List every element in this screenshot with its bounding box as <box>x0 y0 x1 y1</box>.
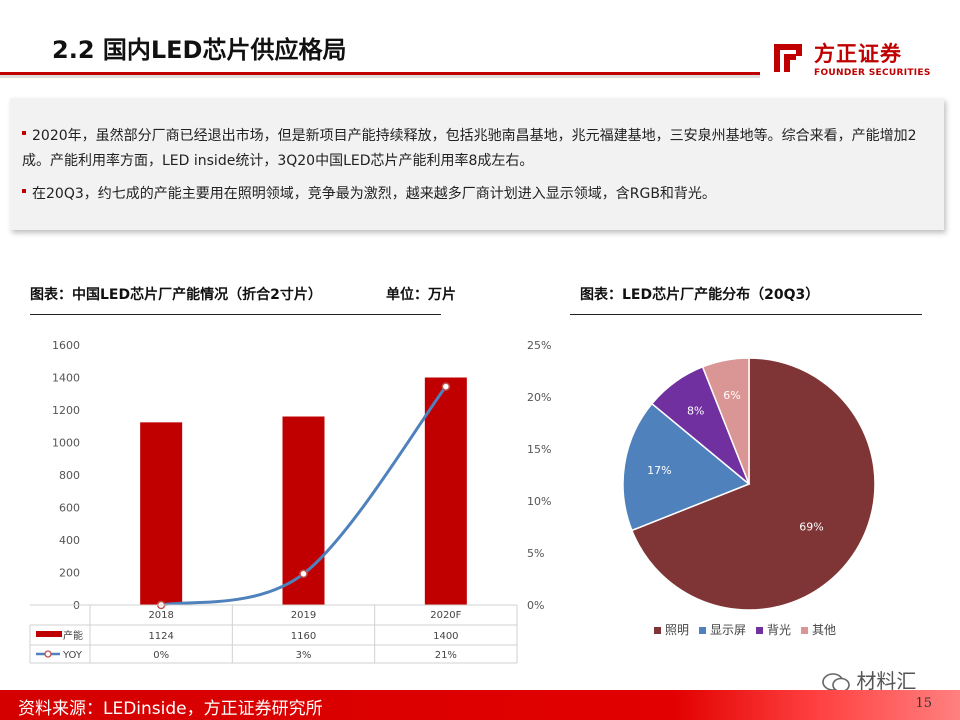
pie-slice <box>701 357 750 485</box>
source-bar: 资料来源：LEDinside，方正证券研究所 15 <box>0 690 960 720</box>
title-divider <box>0 72 760 78</box>
right-axis-tick-label: 0% <box>527 599 544 612</box>
bullet-square-icon <box>22 189 26 193</box>
right-axis-tick-label: 25% <box>527 339 551 352</box>
legend-swatch <box>756 627 764 634</box>
yoy-point <box>441 382 451 391</box>
legend-label: 其他 <box>812 623 836 637</box>
left-axis-tick-label: 600 <box>59 502 80 515</box>
right-axis-tick-label: 20% <box>527 391 551 404</box>
yoy-legend-marker <box>44 650 52 658</box>
brand-name-cn: 方正证券 <box>814 42 902 66</box>
summary-box: 2020年，虽然部分厂商已经退出市场，但是新项目产能持续释放，包括兆驰南昌基地，… <box>10 98 944 230</box>
table-value-capacity: 1160 <box>291 631 316 642</box>
capacity-legend-label: 产能 <box>63 629 83 642</box>
page-title: 2.2 国内LED芯片供应格局 <box>52 36 347 64</box>
summary-bullet-2: 在20Q3，约七成的产能主要用在照明领域，竞争最为激烈，越来越多厂商计划进入显示… <box>22 182 927 207</box>
capacity-combo-chart: 02004006008001000120014001600 0%5%10%15%… <box>29 339 551 664</box>
capacity-legend-key <box>36 631 62 637</box>
page-number: 15 <box>915 696 932 711</box>
right-axis-tick-label: 10% <box>527 495 551 508</box>
yoy-legend-label: YOY <box>62 650 83 661</box>
left-axis-tick-label: 1000 <box>52 437 80 450</box>
left-axis-tick-label: 1400 <box>52 372 80 385</box>
table-value-capacity: 1400 <box>433 631 458 642</box>
table-value-yoy: 0% <box>153 650 169 661</box>
pie-slice-label: 17% <box>647 464 671 477</box>
category-label: 2019 <box>291 610 316 621</box>
table-value-capacity: 1124 <box>148 631 173 642</box>
legend-swatch <box>699 627 707 634</box>
left-axis-tick-label: 400 <box>59 534 80 547</box>
right-axis-tick-label: 5% <box>527 547 544 560</box>
category-label: 2020F <box>430 610 461 621</box>
right-axis-tick-label: 15% <box>527 443 551 456</box>
summary-bullet-1: 2020年，虽然部分厂商已经退出市场，但是新项目产能持续释放，包括兆驰南昌基地，… <box>22 124 927 174</box>
left-axis-tick-label: 200 <box>59 567 80 580</box>
pie-slice <box>622 402 751 532</box>
capacity-distribution-pie: 69% 17% 8% 6% 照明 显示屏 背光 其他 <box>622 357 876 637</box>
pie-slice <box>630 357 876 611</box>
pie-chart-caption: 图表：LED芯片厂产能分布（20Q3） <box>580 287 820 303</box>
legend-label: 背光 <box>767 623 791 637</box>
left-axis-tick-label: 1200 <box>52 404 80 417</box>
category-label: 2018 <box>148 610 173 621</box>
legend-swatch <box>801 627 809 634</box>
left-axis-tick-label: 800 <box>59 469 80 482</box>
table-value-yoy: 3% <box>296 650 312 661</box>
left-axis-tick-label: 1600 <box>52 339 80 352</box>
summary-text-1: 2020年，虽然部分厂商已经退出市场，但是新项目产能持续释放，包括兆驰南昌基地，… <box>22 128 917 169</box>
pie-slice-label: 6% <box>723 389 740 402</box>
legend-label: 照明 <box>665 623 689 637</box>
watermark-text: 材料汇 <box>856 669 917 693</box>
source-text: 资料来源：LEDinside，方正证券研究所 <box>18 699 323 719</box>
legend-label: 显示屏 <box>710 623 746 637</box>
pie-slice-label: 8% <box>687 405 704 418</box>
founder-logo-icon <box>774 44 802 72</box>
table-value-yoy: 21% <box>435 650 457 661</box>
pie-caption-rule <box>570 314 922 315</box>
capacity-bar <box>140 422 183 605</box>
brand-name-en: FOUNDER SECURITIES <box>814 68 931 78</box>
brand-logo: 方正证券 FOUNDER SECURITIES <box>768 38 938 82</box>
watermark: 材料汇 <box>822 665 916 694</box>
pie-slice-label: 69% <box>799 520 823 533</box>
capacity-bar <box>424 377 467 605</box>
legend-swatch <box>654 627 661 634</box>
yoy-line <box>160 385 448 607</box>
bar-caption-rule <box>30 314 441 315</box>
bar-chart-unit: 单位：万片 <box>386 287 456 303</box>
bullet-square-icon <box>22 131 26 135</box>
summary-text-2: 在20Q3，约七成的产能主要用在照明领域，竞争最为激烈，越来越多厂商计划进入显示… <box>32 186 716 202</box>
yoy-point <box>299 569 308 579</box>
bar-chart-caption: 图表：中国LED芯片厂产能情况（折合2寸片） <box>30 287 322 303</box>
